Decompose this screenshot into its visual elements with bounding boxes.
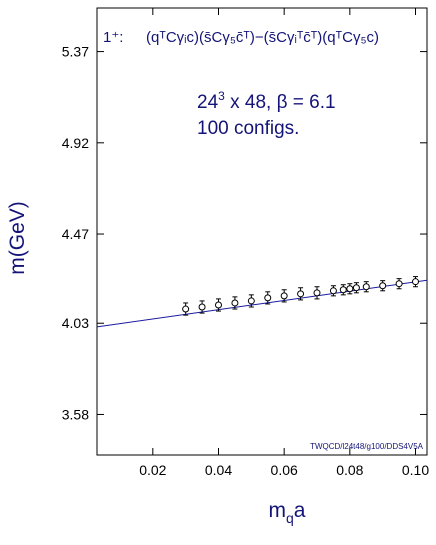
x-axis-label-suffix: a [294, 499, 306, 522]
data-point [264, 291, 272, 305]
data-point [346, 283, 354, 295]
point-marker [280, 292, 288, 300]
point-marker [297, 290, 305, 298]
y-axis-ticks: 3.58 4.03 4.47 4.92 5.37 [62, 44, 427, 422]
point-marker [247, 297, 255, 305]
x-tick-label: 0.04 [205, 462, 232, 478]
data-point [362, 281, 370, 293]
configs-label: 100 configs. [197, 118, 299, 139]
point-marker [339, 286, 347, 294]
data-point [247, 294, 255, 308]
y-tick-label: 5.37 [62, 44, 89, 60]
data-point [329, 285, 337, 297]
data-point [231, 296, 239, 310]
x-tick-label: 0.10 [402, 462, 429, 478]
x-axis-label-main: m [269, 499, 287, 522]
x-tick-label: 0.08 [336, 462, 363, 478]
x-tick-label: 0.06 [271, 462, 298, 478]
credit-label: TWQCD/l24t48/g100/DDS4V5A [310, 442, 424, 451]
point-marker [362, 283, 370, 291]
data-point [182, 302, 190, 316]
x-tick-label: 0.02 [139, 462, 166, 478]
fit-layer [96, 279, 428, 328]
quantum-number-label: 1⁺: [103, 29, 123, 46]
data-point [313, 286, 321, 300]
y-tick-label: 3.58 [62, 406, 89, 422]
y-tick-label: 4.03 [62, 315, 89, 331]
point-marker [346, 285, 354, 293]
data-point [339, 284, 347, 296]
lattice-label: 243 x 48, β = 6.1 [197, 89, 336, 113]
x-axis-label: mqa [269, 499, 306, 526]
lattice-details: x 48, β = 6.1 [225, 92, 336, 113]
point-marker [412, 278, 420, 286]
y-tick-label: 4.92 [62, 135, 89, 151]
data-point [379, 280, 387, 292]
point-marker [264, 294, 272, 302]
operator-label: (qᵀCγᵢc)(s̄Cγ₅c̄ᵀ)−(s̄Cγᵢᵀc̄ᵀ)(qᵀCγ₅c) [146, 29, 379, 46]
lattice-size: 24 [197, 92, 219, 113]
data-point [352, 282, 360, 294]
point-marker [214, 301, 222, 309]
point-marker [395, 280, 403, 288]
data-point [412, 276, 420, 288]
data-point [297, 287, 305, 301]
data-point [280, 289, 288, 303]
fit-line [96, 279, 428, 328]
point-marker [379, 282, 387, 290]
y-tick-label: 4.47 [62, 226, 89, 242]
plot-frame [96, 7, 428, 456]
point-marker [231, 299, 239, 307]
point-marker [182, 305, 190, 313]
point-marker [352, 284, 360, 292]
data-point [214, 298, 222, 312]
x-axis-label-sub: q [286, 510, 294, 526]
x-axis-ticks: 0.02 0.04 0.06 0.08 0.10 [139, 8, 429, 478]
data-point [395, 278, 403, 290]
point-marker [313, 289, 321, 297]
data-points [182, 276, 420, 316]
data-point [198, 300, 206, 314]
point-marker [329, 287, 337, 295]
y-axis-label: m(GeV) [6, 201, 29, 275]
lattice-exponent: 3 [218, 89, 225, 103]
point-marker [198, 303, 206, 311]
